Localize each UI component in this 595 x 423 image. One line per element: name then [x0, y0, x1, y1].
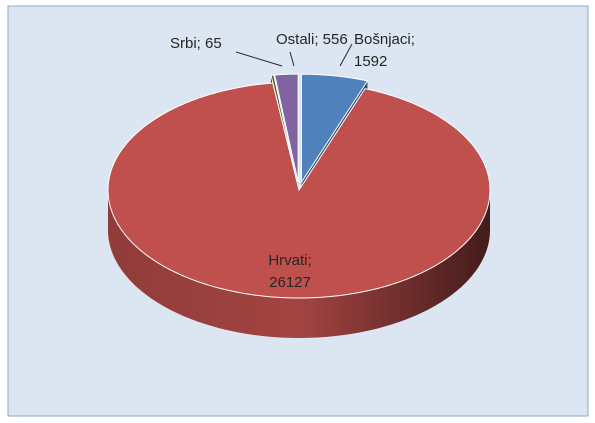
data-label: Ostali; 556 [276, 31, 348, 48]
slice [107, 82, 491, 299]
slice [300, 73, 369, 184]
slice-side [108, 190, 490, 338]
leader-line [235, 51, 283, 67]
slice [270, 74, 298, 183]
leader-line [289, 51, 295, 67]
data-label: Hrvati; 26127 [268, 252, 311, 291]
slice [274, 73, 299, 183]
data-label: Srbi; 65 [170, 35, 222, 52]
data-label: Bošnjaci; 1592 [354, 31, 415, 70]
leader-line [339, 43, 353, 67]
